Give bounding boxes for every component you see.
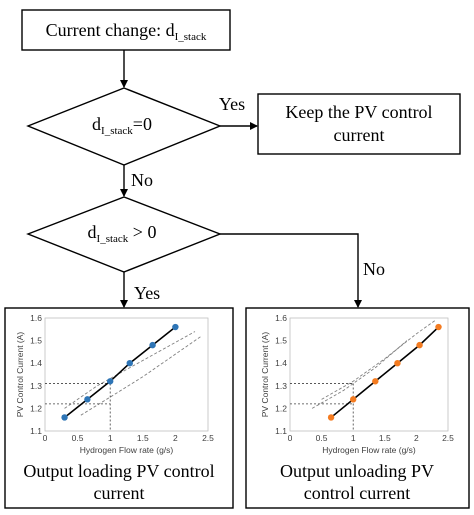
data-point — [107, 378, 114, 385]
x-tick-label: 1 — [351, 433, 356, 443]
keep-control-box — [257, 93, 461, 155]
start-box — [21, 9, 231, 51]
no1-label: No — [131, 170, 153, 190]
y-tick-label: 1.5 — [30, 336, 42, 346]
y-tick-label: 1.1 — [30, 426, 42, 436]
decision1-text: dI_stack=0 — [92, 114, 152, 137]
y-tick-label: 1.4 — [275, 358, 287, 368]
yes1-label: Yes — [219, 94, 245, 114]
y-tick-label: 1.6 — [275, 313, 287, 323]
y-tick-label: 1.2 — [30, 403, 42, 413]
data-point — [327, 414, 335, 421]
unloading-output-box — [245, 307, 470, 509]
data-point — [149, 341, 156, 349]
data-point — [172, 323, 179, 331]
data-point — [61, 414, 68, 421]
arrow-no-to-unloading — [220, 233, 362, 308]
series-line — [330, 326, 440, 419]
data-point — [84, 396, 91, 403]
loading-output-box — [4, 307, 234, 509]
x-axis-label: Hydrogen Flow rate (g/s) — [322, 445, 416, 455]
decision2-text: dI_stack > 0 — [88, 222, 157, 245]
x-tick-label: 2 — [173, 433, 178, 443]
x-tick-label: 1.5 — [379, 433, 391, 443]
data-point — [416, 341, 423, 349]
loading-caption-line2: current — [94, 483, 145, 503]
dashed-curve — [311, 340, 408, 409]
x-tick-label: 1.5 — [137, 433, 149, 443]
unloading-caption-line1: Output unloading PV — [280, 461, 434, 481]
y-tick-label: 1.3 — [30, 381, 42, 391]
y-tick-label: 1.2 — [275, 403, 287, 413]
data-point — [126, 360, 133, 367]
data-point — [435, 323, 442, 331]
y-tick-label: 1.6 — [30, 313, 42, 323]
data-point — [350, 396, 357, 403]
plot-frame — [44, 317, 209, 432]
y-axis-label: PV Control Current (A) — [260, 332, 270, 418]
plot-frame — [289, 317, 449, 432]
x-tick-label: 0.5 — [72, 433, 84, 443]
dashed-curve — [64, 331, 196, 409]
keep-box-line1: Keep the PV control — [285, 102, 432, 122]
x-tick-label: 1 — [108, 433, 113, 443]
data-point — [372, 378, 379, 385]
x-tick-label: 2 — [414, 433, 419, 443]
x-tick-label: 0 — [43, 433, 48, 443]
no2-label: No — [363, 259, 385, 279]
dashed-curve — [321, 319, 436, 400]
loading-chart: 1.1 1.2 1.3 1.4 1.5 1.6 0 0.5 1 1.5 2 2.5 Hydrogen F… — [15, 313, 214, 455]
x-tick-label: 2.5 — [442, 433, 454, 443]
y-tick-label: 1.5 — [275, 336, 287, 346]
keep-box-line2: current — [334, 125, 385, 145]
x-tick-label: 0.5 — [316, 433, 328, 443]
y-tick-label: 1.3 — [275, 381, 287, 391]
y-axis-label: PV Control Current (A) — [15, 332, 25, 418]
data-point — [394, 360, 401, 367]
x-tick-label: 0 — [288, 433, 293, 443]
series-line — [64, 326, 176, 419]
dashed-curve — [80, 335, 202, 416]
yes2-label: Yes — [134, 283, 160, 303]
y-tick-label: 1.4 — [30, 358, 42, 368]
loading-caption-line1: Output loading PV control — [23, 461, 214, 481]
start-box-text: Current change: dI_stack — [46, 20, 207, 43]
unloading-caption-line2: control current — [304, 483, 410, 503]
y-tick-label: 1.1 — [275, 426, 287, 436]
x-tick-label: 2.5 — [202, 433, 214, 443]
unloading-chart: 1.1 1.2 1.3 1.4 1.5 1.6 0 0.5 1 1.5 2 2.5 Hydrogen F… — [260, 313, 454, 455]
x-axis-label: Hydrogen Flow rate (g/s) — [80, 445, 174, 455]
